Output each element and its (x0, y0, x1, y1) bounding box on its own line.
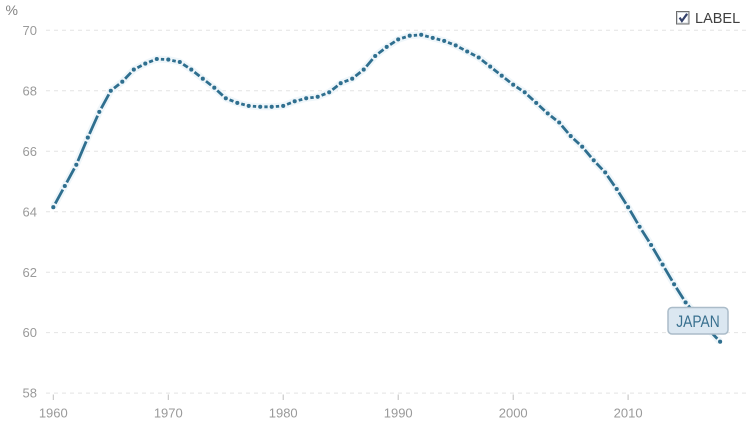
svg-text:58: 58 (23, 386, 37, 401)
svg-text:2010: 2010 (614, 406, 643, 421)
svg-text:JAPAN: JAPAN (676, 313, 720, 331)
svg-text:66: 66 (23, 144, 37, 159)
svg-text:68: 68 (23, 83, 37, 98)
svg-text:62: 62 (23, 265, 37, 280)
svg-text:LABEL: LABEL (695, 11, 740, 27)
svg-text:1970: 1970 (154, 406, 183, 421)
svg-text:70: 70 (23, 23, 37, 38)
svg-text:64: 64 (23, 204, 37, 219)
svg-text:%: % (6, 2, 18, 18)
svg-text:1990: 1990 (384, 406, 413, 421)
svg-text:1980: 1980 (269, 406, 298, 421)
svg-text:1960: 1960 (39, 406, 68, 421)
svg-text:60: 60 (23, 325, 37, 340)
svg-text:2000: 2000 (499, 406, 528, 421)
